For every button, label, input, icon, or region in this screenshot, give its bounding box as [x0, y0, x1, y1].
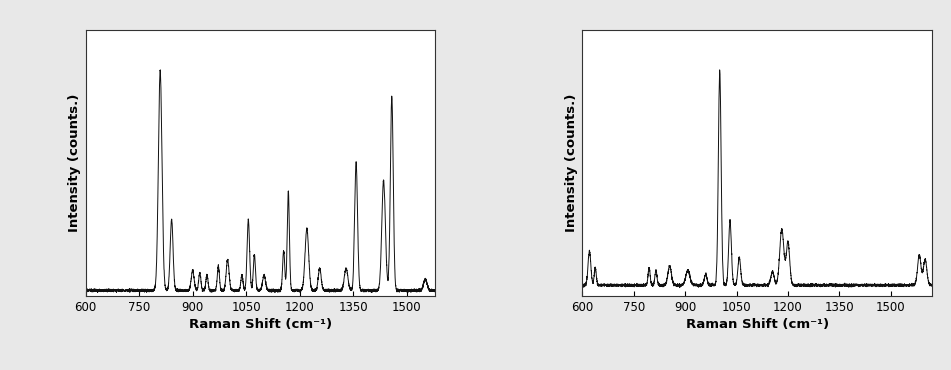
Y-axis label: Intensity (counts.): Intensity (counts.) [68, 94, 82, 232]
X-axis label: Raman Shift (cm⁻¹): Raman Shift (cm⁻¹) [686, 318, 828, 331]
X-axis label: Raman Shift (cm⁻¹): Raman Shift (cm⁻¹) [189, 318, 332, 331]
Y-axis label: Intensity (counts.): Intensity (counts.) [565, 94, 578, 232]
